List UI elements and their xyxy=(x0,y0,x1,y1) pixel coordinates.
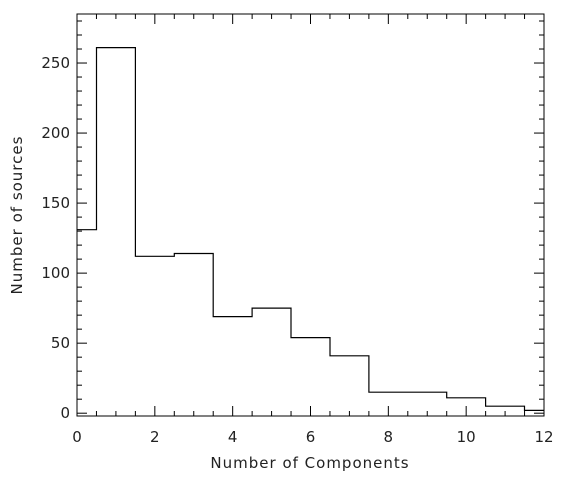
y-tick-label: 50 xyxy=(51,334,70,352)
x-axis-label: Number of Components xyxy=(210,454,409,472)
y-tick-labels: 0 50 100 150 200 250 xyxy=(41,54,70,422)
y-tick-label: 250 xyxy=(41,54,70,72)
x-tick-label: 4 xyxy=(228,428,238,446)
x-tick-label: 0 xyxy=(72,428,82,446)
x-tick-label: 8 xyxy=(384,428,394,446)
y-axis-label: Number of sources xyxy=(8,136,26,295)
x-tick-label: 10 xyxy=(457,428,476,446)
y-tick-label: 100 xyxy=(41,264,70,282)
y-tick-label: 200 xyxy=(41,124,70,142)
y-tick-label: 0 xyxy=(60,404,70,422)
axis-ticks xyxy=(76,14,545,416)
histogram-step-line xyxy=(77,47,544,411)
x-tick-label: 12 xyxy=(534,428,553,446)
x-tick-labels: 0 2 4 6 8 10 12 xyxy=(72,428,553,446)
x-tick-label: 2 xyxy=(150,428,160,446)
plot-frame xyxy=(76,13,545,417)
x-tick-label: 6 xyxy=(306,428,316,446)
y-tick-label: 150 xyxy=(41,194,70,212)
